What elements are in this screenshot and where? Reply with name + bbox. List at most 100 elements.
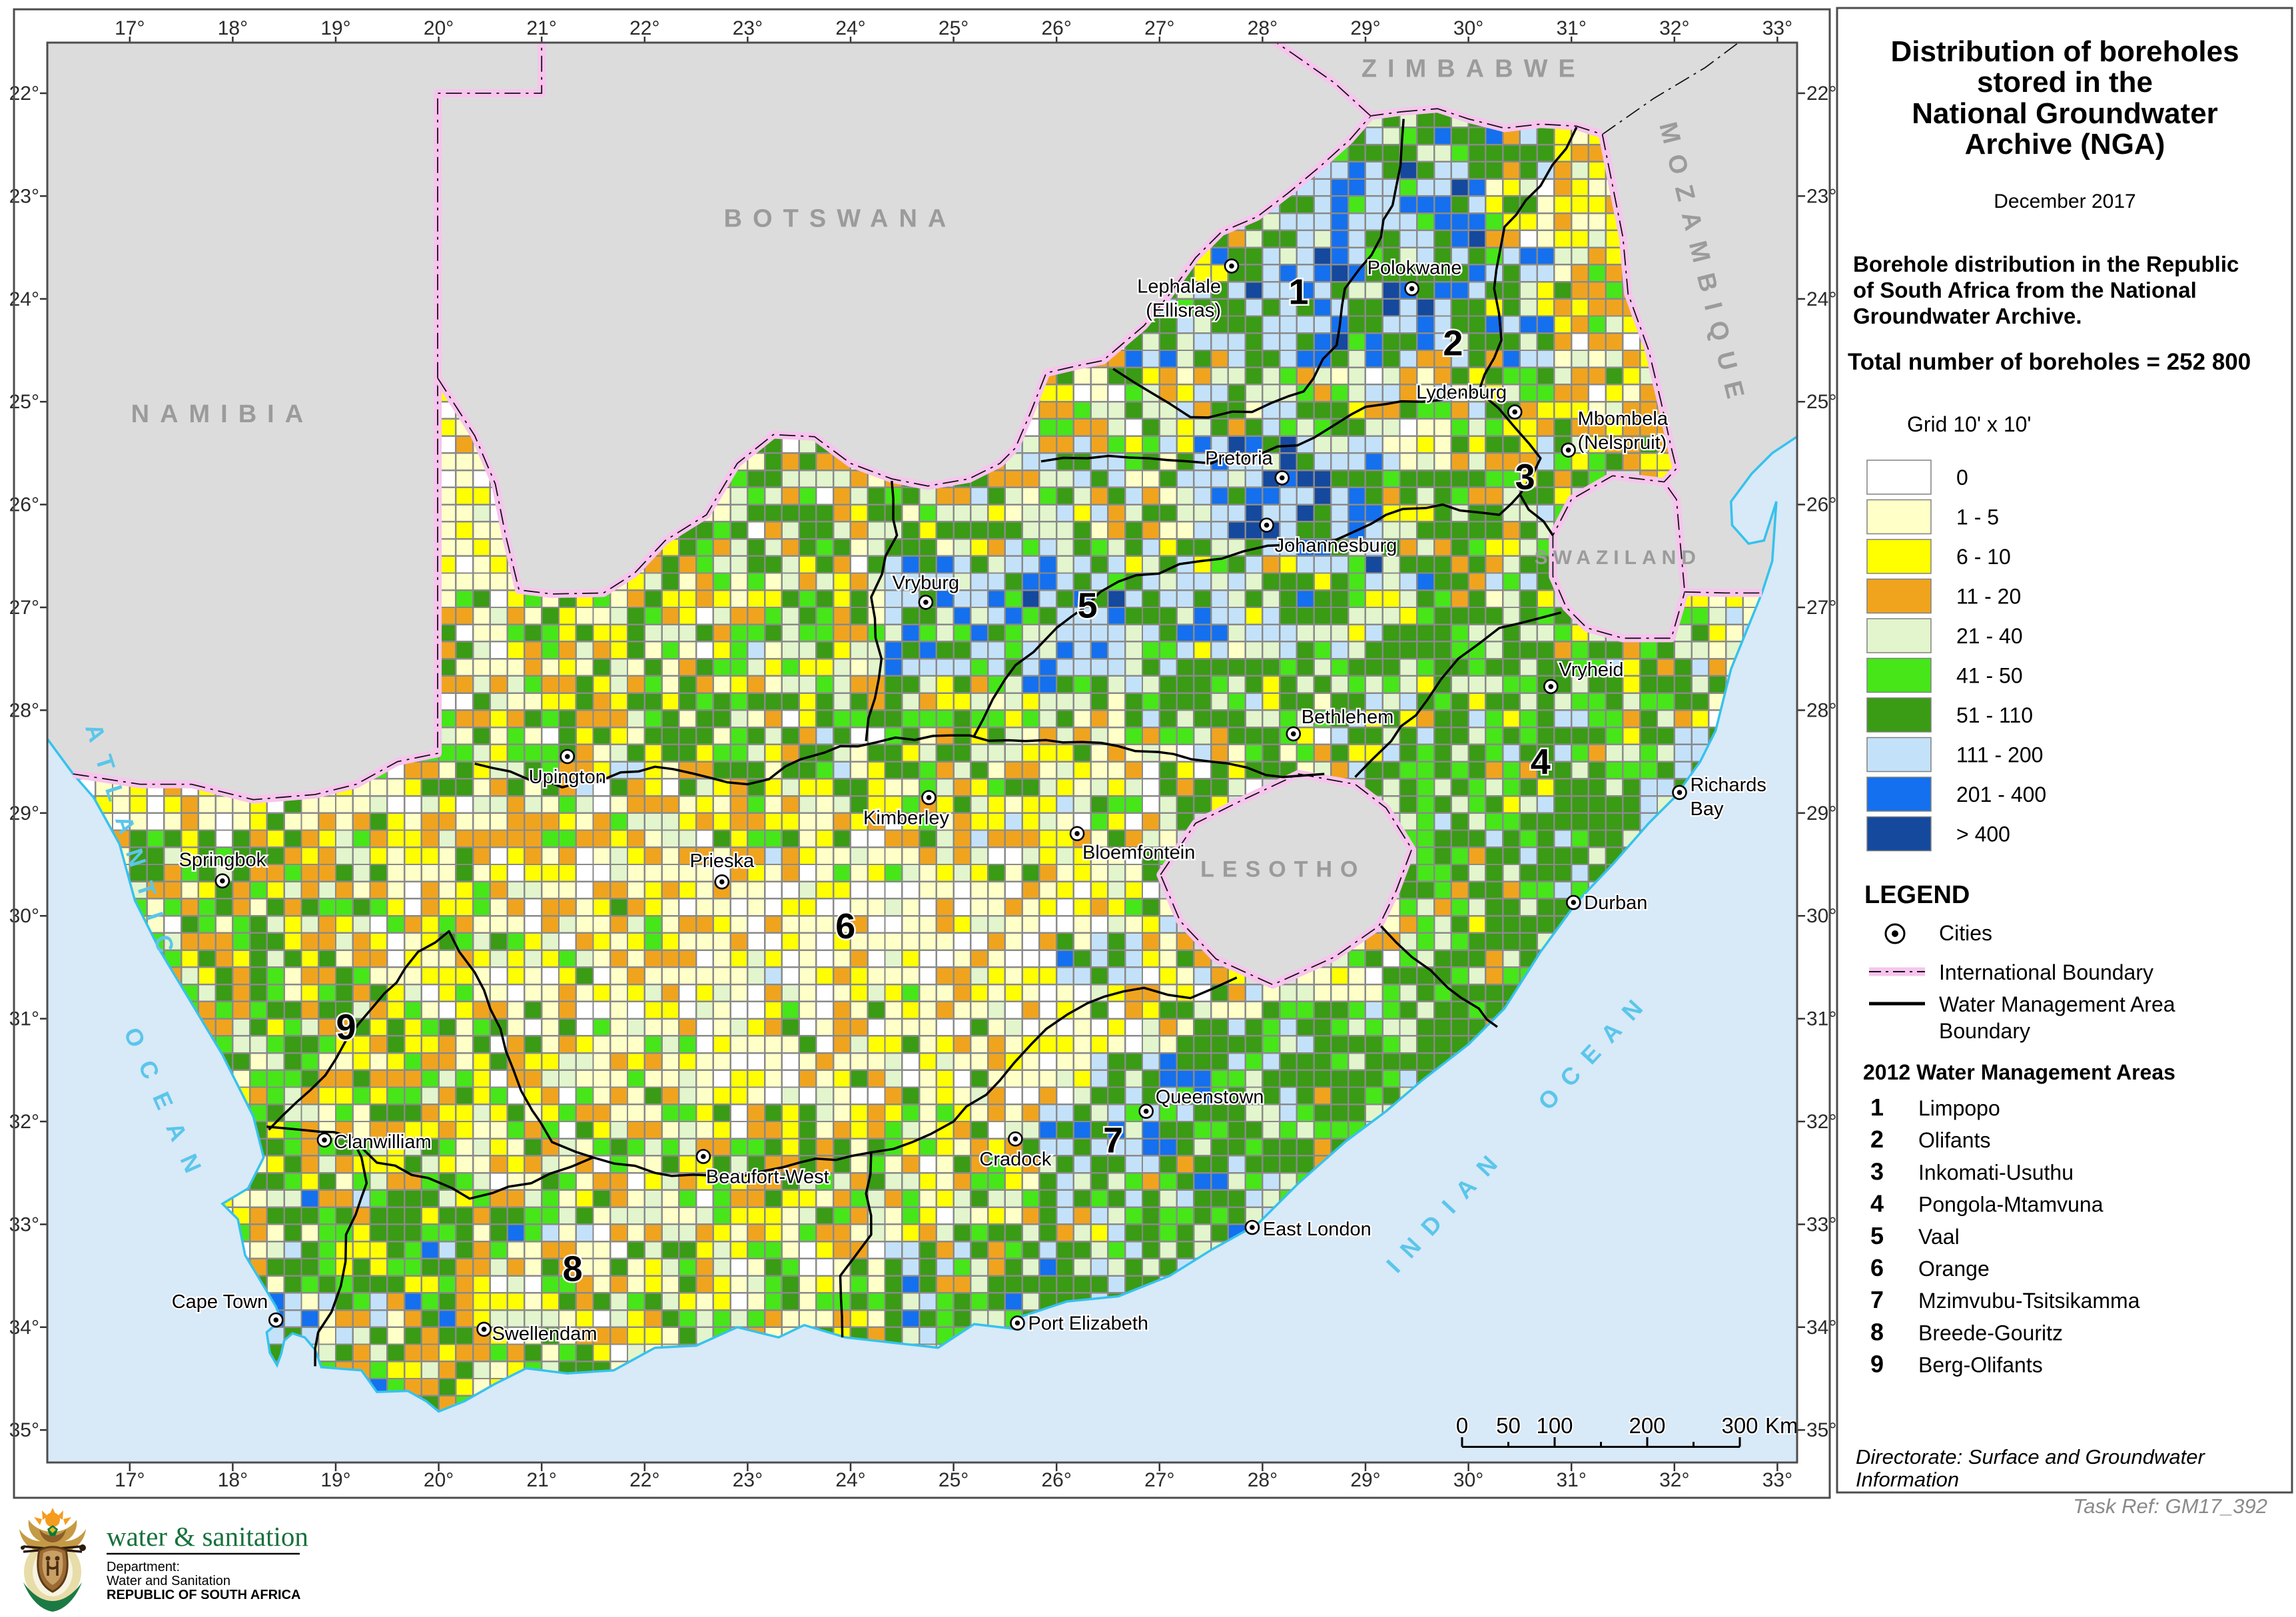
- svg-text:Swellendam: Swellendam: [492, 1323, 597, 1345]
- svg-text:REPUBLIC OF SOUTH AFRICA: REPUBLIC OF SOUTH AFRICA: [107, 1588, 300, 1602]
- svg-text:30°: 30°: [1453, 17, 1483, 39]
- svg-text:28°: 28°: [1248, 1469, 1278, 1491]
- svg-text:22°: 22°: [629, 17, 659, 39]
- svg-text:Water Management Area: Water Management Area: [1939, 992, 2175, 1016]
- svg-text:(Ellisras): (Ellisras): [1146, 300, 1221, 321]
- svg-text:33°: 33°: [1806, 1213, 1836, 1235]
- svg-text:32°: 32°: [1659, 17, 1689, 39]
- svg-text:51 - 110: 51 - 110: [1956, 703, 2033, 727]
- svg-text:Groundwater Archive.: Groundwater Archive.: [1853, 304, 2082, 328]
- svg-text:Lydenburg: Lydenburg: [1416, 382, 1507, 404]
- svg-text:East London: East London: [1263, 1219, 1371, 1240]
- svg-text:111 - 200: 111 - 200: [1956, 743, 2043, 767]
- svg-text:28°: 28°: [1806, 699, 1836, 721]
- svg-text:Polokwane: Polokwane: [1367, 257, 1462, 278]
- svg-text:100: 100: [1536, 1413, 1573, 1438]
- svg-text:Vaal: Vaal: [1918, 1225, 1960, 1249]
- svg-text:32°: 32°: [1659, 1469, 1689, 1491]
- svg-text:Vryburg: Vryburg: [893, 572, 959, 593]
- svg-text:December 2017: December 2017: [1994, 190, 2135, 212]
- svg-text:Kimberley: Kimberley: [863, 808, 949, 829]
- svg-text:21°: 21°: [527, 1469, 557, 1491]
- svg-text:Inkomati-Usuthu: Inkomati-Usuthu: [1918, 1160, 2074, 1184]
- svg-text:31°: 31°: [1806, 1008, 1836, 1030]
- svg-text:22°: 22°: [1806, 83, 1836, 105]
- svg-text:34°: 34°: [1806, 1317, 1836, 1339]
- svg-text:3: 3: [1870, 1157, 1884, 1185]
- svg-text:1 - 5: 1 - 5: [1956, 505, 1999, 529]
- svg-text:20°: 20°: [424, 1469, 454, 1491]
- svg-text:Department:: Department:: [107, 1560, 180, 1574]
- svg-text:stored in the: stored in the: [1977, 66, 2153, 99]
- svg-text:29°: 29°: [1350, 17, 1380, 39]
- svg-text:25°: 25°: [1806, 391, 1836, 413]
- svg-text:Distribution of boreholes: Distribution of boreholes: [1890, 35, 2239, 68]
- svg-text:Information: Information: [1856, 1468, 1959, 1491]
- svg-text:4: 4: [1870, 1190, 1884, 1217]
- svg-text:ZIMBABWE: ZIMBABWE: [1361, 55, 1586, 83]
- svg-text:33°: 33°: [1762, 17, 1792, 39]
- svg-text:6: 6: [835, 906, 855, 946]
- svg-text:Km: Km: [1765, 1413, 1798, 1438]
- svg-text:Lephalale: Lephalale: [1137, 276, 1221, 297]
- svg-text:Upington: Upington: [529, 767, 606, 788]
- svg-text:Pongola-Mtamvuna: Pongola-Mtamvuna: [1918, 1193, 2104, 1217]
- svg-text:24°: 24°: [835, 17, 865, 39]
- svg-text:Bloemfontein: Bloemfontein: [1082, 842, 1195, 864]
- svg-text:Directorate: Surface and Groun: Directorate: Surface and Groundwater: [1856, 1445, 2205, 1468]
- svg-text:Bay: Bay: [1691, 799, 1724, 820]
- svg-text:SWAZILAND: SWAZILAND: [1535, 547, 1701, 569]
- svg-text:Limpopo: Limpopo: [1918, 1096, 2000, 1120]
- svg-text:26°: 26°: [1042, 1469, 1072, 1491]
- svg-text:8: 8: [563, 1249, 583, 1289]
- svg-text:6: 6: [1870, 1254, 1884, 1281]
- svg-text:5: 5: [1870, 1222, 1884, 1249]
- svg-text:International Boundary: International Boundary: [1939, 960, 2153, 984]
- svg-text:Cities: Cities: [1939, 921, 1992, 945]
- svg-text:Clanwilliam: Clanwilliam: [334, 1132, 432, 1153]
- svg-text:32°: 32°: [1806, 1111, 1836, 1133]
- svg-text:26°: 26°: [1806, 494, 1836, 516]
- svg-text:23°: 23°: [1806, 185, 1836, 207]
- svg-text:27°: 27°: [1144, 1469, 1174, 1491]
- svg-text:28°: 28°: [1248, 17, 1278, 39]
- svg-text:6 - 10: 6 - 10: [1956, 545, 2011, 569]
- svg-text:Berg-Olifants: Berg-Olifants: [1918, 1353, 2043, 1377]
- svg-text:20°: 20°: [424, 17, 454, 39]
- svg-text:17°: 17°: [115, 1469, 145, 1491]
- svg-text:26°: 26°: [1042, 17, 1072, 39]
- svg-text:201 - 400: 201 - 400: [1956, 783, 2046, 807]
- svg-text:Mzimvubu-Tsitsikamma: Mzimvubu-Tsitsikamma: [1918, 1289, 2140, 1313]
- svg-text:Springbok: Springbok: [179, 850, 266, 871]
- svg-text:30°: 30°: [1453, 1469, 1483, 1491]
- svg-text:LESOTHO: LESOTHO: [1200, 857, 1365, 882]
- svg-text:21°: 21°: [527, 17, 557, 39]
- svg-text:Task Ref: GM17_392: Task Ref: GM17_392: [2073, 1494, 2267, 1518]
- svg-text:Total number of boreholes = 25: Total number of boreholes = 252 800: [1848, 349, 2251, 375]
- svg-text:Olifants: Olifants: [1918, 1128, 1990, 1152]
- svg-text:1: 1: [1870, 1094, 1884, 1121]
- svg-text:Orange: Orange: [1918, 1257, 1990, 1281]
- svg-text:Borehole distribution in the R: Borehole distribution in the Republic: [1853, 252, 2239, 276]
- svg-text:Richards: Richards: [1691, 775, 1766, 796]
- svg-text:BOTSWANA: BOTSWANA: [724, 205, 957, 233]
- svg-text:(Nelspruit): (Nelspruit): [1578, 432, 1667, 454]
- svg-text:Mbombela: Mbombela: [1578, 408, 1669, 430]
- svg-text:Pretoria: Pretoria: [1205, 448, 1273, 470]
- svg-text:27°: 27°: [1144, 17, 1174, 39]
- svg-text:National Groundwater: National Groundwater: [1912, 97, 2218, 130]
- svg-text:0: 0: [1956, 466, 1968, 489]
- svg-text:25°: 25°: [939, 17, 968, 39]
- svg-text:5: 5: [1078, 585, 1098, 625]
- svg-text:17°: 17°: [115, 17, 145, 39]
- svg-text:35°: 35°: [1806, 1419, 1836, 1441]
- svg-text:19°: 19°: [320, 17, 350, 39]
- svg-text:of South Africa from the Natio: of South Africa from the National: [1853, 278, 2197, 302]
- svg-text:2: 2: [1443, 324, 1463, 364]
- svg-text:31°: 31°: [1557, 1469, 1587, 1491]
- svg-text:19°: 19°: [320, 1469, 350, 1491]
- svg-text:2: 2: [1870, 1126, 1884, 1153]
- svg-text:33°: 33°: [1762, 1469, 1792, 1491]
- svg-text:2012 Water Management Areas: 2012 Water Management Areas: [1863, 1060, 2175, 1084]
- svg-text:50: 50: [1496, 1413, 1521, 1438]
